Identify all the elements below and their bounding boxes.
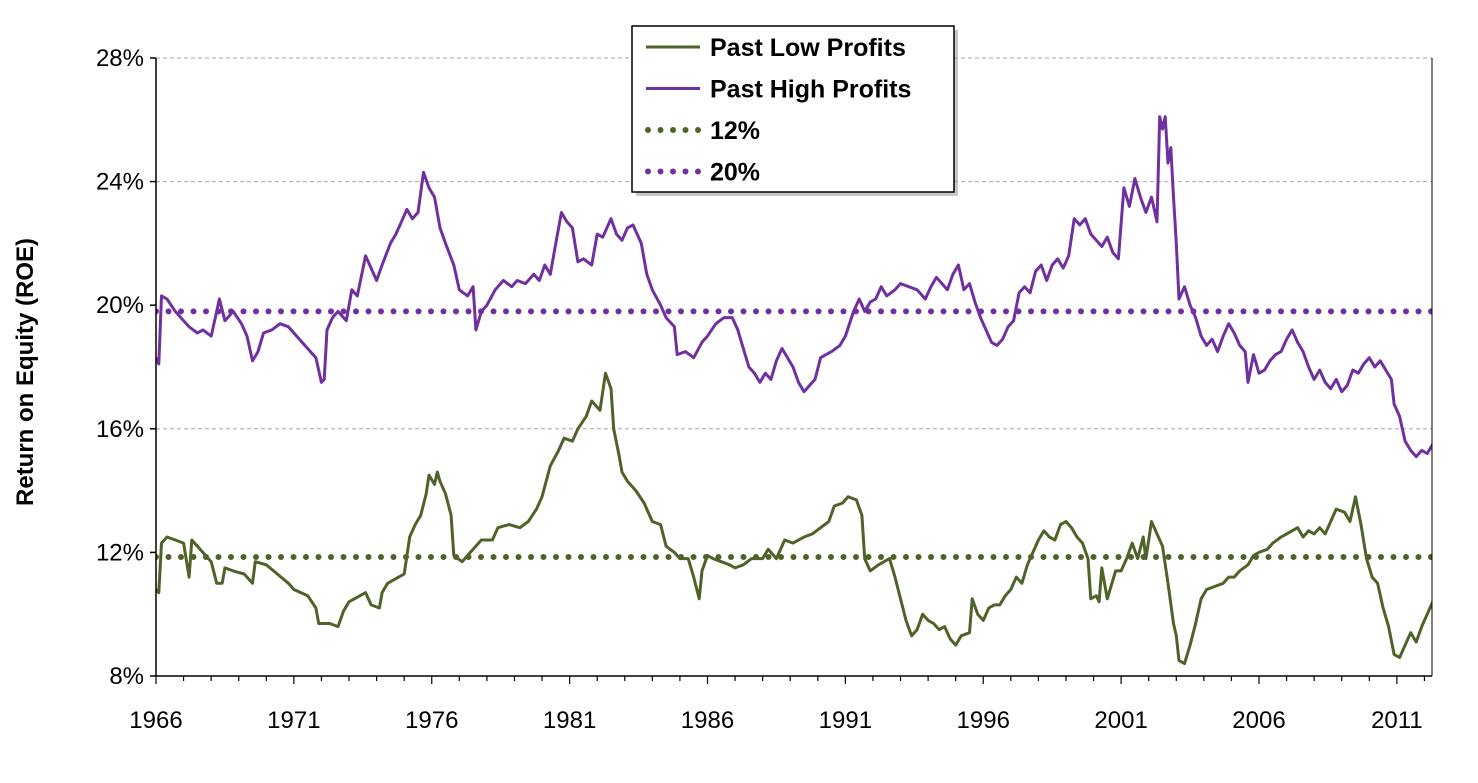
y-axis-label: Return on Equity (ROE) — [12, 238, 39, 506]
x-tick-label: 1971 — [267, 707, 320, 734]
y-tick-label: 24% — [96, 169, 144, 196]
legend-label: 20% — [710, 159, 760, 187]
axes — [150, 57, 1433, 684]
x-tick-label: 2011 — [1371, 707, 1423, 734]
y-tick-label: 20% — [96, 292, 144, 319]
series-line-past-high-profits — [156, 115, 1432, 459]
y-tick-label: 8% — [109, 663, 144, 690]
series-line-past-low-profits — [156, 371, 1432, 666]
y-tick-label: 28% — [96, 45, 144, 72]
y-tick-labels: 8% 12% 16% 20% 24% 28% — [96, 45, 144, 690]
legend-label: Past High Profits — [710, 76, 911, 104]
x-tick-label: 2001 — [1094, 707, 1147, 734]
y-tick-label: 12% — [96, 539, 144, 566]
x-tick-label: 1996 — [957, 707, 1010, 734]
x-tick-label: 1966 — [129, 707, 182, 734]
x-tick-label: 1981 — [543, 707, 596, 734]
series-layer — [156, 115, 1432, 666]
y-tick-label: 16% — [96, 416, 144, 443]
legend-label: 12% — [710, 117, 760, 145]
x-tick-label: 1986 — [681, 707, 734, 734]
legend-label: Past Low Profits — [710, 34, 906, 62]
legend: Past Low Profits Past High Profits 12% 20% — [631, 25, 958, 196]
x-tick-label: 1976 — [405, 707, 458, 734]
x-tick-label: 1991 — [819, 707, 872, 734]
legend-box — [631, 25, 955, 193]
x-tick-labels: 1966 1971 1976 1981 1986 1991 1996 2001 2006 2011 — [129, 707, 1422, 734]
x-tick-label: 2006 — [1232, 707, 1285, 734]
